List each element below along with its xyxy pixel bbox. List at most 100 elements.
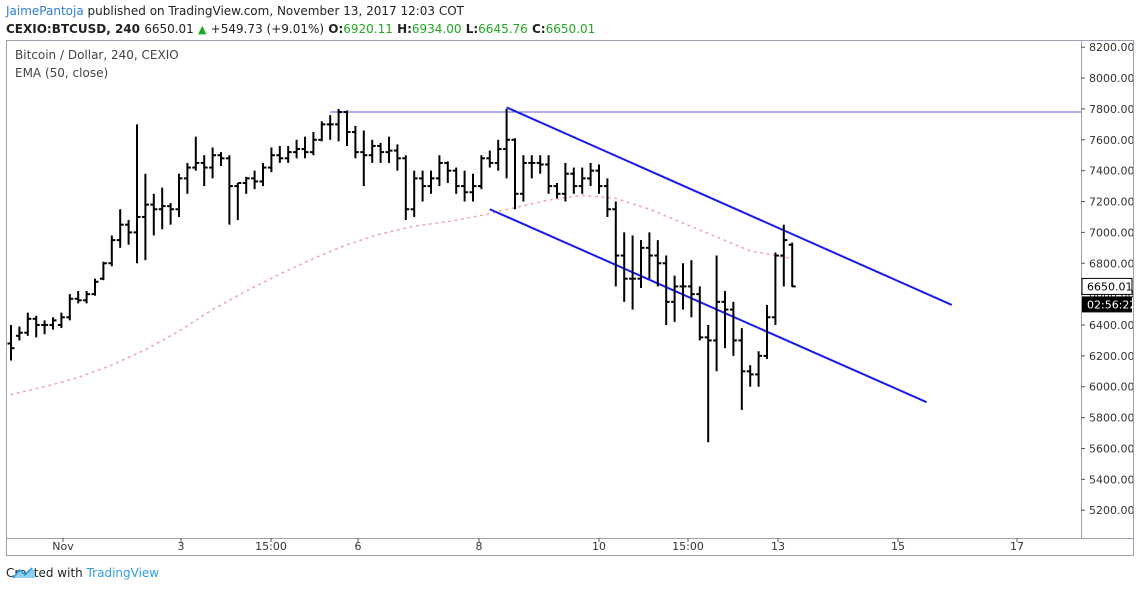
ohlc-bar: [225, 155, 233, 225]
tradingview-link[interactable]: TradingView: [86, 566, 160, 580]
ohlc-bar: [435, 155, 443, 187]
x-tick-label: 3: [178, 540, 185, 553]
y-tick-label: 7000.00: [1089, 226, 1133, 239]
ohlc-bar: [755, 351, 763, 387]
ohlc-bar: [259, 162, 267, 187]
symbol-label: CEXIO:BTCUSD, 240: [6, 22, 140, 36]
y-tick-label: 7600.00: [1089, 134, 1133, 147]
ohlc-bar: [326, 115, 334, 140]
ohlc-bar: [402, 155, 410, 221]
ohlc-bar: [49, 317, 57, 330]
author-link[interactable]: JaimePantoja: [6, 4, 84, 18]
price-tag-box: [1081, 277, 1133, 295]
chart-panel[interactable]: 8200.00 8000.00 7800.00 7600.00 7400.00 7200.…: [6, 40, 1134, 556]
y-tick-label: 5600.00: [1089, 442, 1133, 455]
ohlc-bar: [251, 170, 259, 190]
ohlc-bar: [167, 203, 175, 225]
ohlc-bar: [74, 291, 82, 304]
y-tick-label: 8200.00: [1089, 41, 1133, 54]
header-bar: JaimePantoja published on TradingView.co…: [0, 0, 1139, 40]
x-tick-label: 15:00: [672, 540, 704, 553]
ohlc-bar: [545, 155, 553, 194]
ohlc-bar: [267, 147, 275, 173]
ohlc-bar: [553, 183, 561, 199]
x-tick-label: 8: [476, 540, 483, 553]
ohlc-bar: [141, 173, 149, 261]
ohlc-bar: [360, 130, 368, 187]
ohlc-bar: [335, 108, 343, 142]
y-tick-label: 5800.00: [1089, 412, 1133, 425]
ohlc-bar: [309, 132, 317, 156]
y-tick-label: 7400.00: [1089, 165, 1133, 178]
x-tick-label: 6: [355, 540, 362, 553]
ohlc-bar: [452, 167, 460, 194]
y-tick-label: 5200.00: [1089, 504, 1133, 517]
y-tick-label: 6800.00: [1089, 257, 1133, 270]
high-value: 6934.00: [411, 22, 462, 36]
ohlc-bar: [536, 155, 544, 174]
symbol-summary: CEXIO:BTCUSD, 240 6650.01 ▲ +549.73 (+9.…: [6, 22, 595, 36]
x-tick-label: 15:00: [255, 540, 287, 553]
y-tick-label: 5400.00: [1089, 473, 1133, 486]
legend-entry: EMA (50, close): [15, 66, 108, 80]
price-chart[interactable]: 8200.00 8000.00 7800.00 7600.00 7400.00 7200.…: [7, 41, 1133, 555]
legend-entry: Bitcoin / Dollar, 240, CEXIO: [15, 48, 179, 62]
close-label: C:: [531, 22, 546, 36]
ohlc-bar: [234, 182, 242, 221]
ohlc-bar: [603, 178, 611, 217]
y-tick-label: 7800.00: [1089, 103, 1133, 116]
ohlc-bar: [200, 155, 208, 187]
ohlc-bar: [713, 255, 721, 372]
ohlc-bar: [469, 173, 477, 202]
ohlc-bar: [192, 136, 200, 171]
y-tick-label: 6400.00: [1089, 319, 1133, 332]
x-tick-label: 15: [891, 540, 905, 553]
ohlc-bar: [771, 252, 779, 325]
ohlc-bar: [158, 187, 166, 230]
ohlc-bar: [91, 278, 99, 296]
ohlc-bar: [494, 139, 502, 171]
ohlc-bar: [410, 170, 418, 217]
ohlc-bar: [427, 170, 435, 194]
published-text: published on TradingView.com, November 1…: [87, 4, 464, 18]
ohlc-bar: [587, 162, 595, 187]
low-label: L:: [465, 22, 479, 36]
y-tick-label: 7200.00: [1089, 196, 1133, 209]
ohlc-bar: [284, 145, 292, 163]
ohlc-bar: [746, 365, 754, 387]
ema-line: [10, 194, 794, 396]
ohlc-bar: [503, 108, 511, 179]
ohlc-bar: [385, 136, 393, 163]
countdown-label: 02:56:22: [1087, 298, 1133, 311]
ohlc-bar: [419, 170, 427, 202]
ohlc-bar: [66, 294, 74, 321]
ohlc-bar: [763, 304, 771, 359]
ohlc-bar: [368, 139, 376, 163]
ohlc-bar: [133, 124, 141, 264]
x-tick-label: 13: [771, 540, 785, 553]
last-price: 6650.01: [144, 22, 194, 36]
ohlc-bar: [83, 291, 91, 304]
ohlc-bar: [721, 291, 729, 349]
ohlc-bar: [528, 155, 536, 179]
y-tick-label: 6000.00: [1089, 381, 1133, 394]
ohlc-bar: [671, 275, 679, 322]
ohlc-bar: [343, 110, 351, 146]
ohlc-bar: [150, 193, 158, 236]
low-value: 6645.76: [478, 22, 528, 36]
ohlc-bar: [704, 325, 712, 443]
ohlc-bar: [620, 232, 628, 302]
ohlc-bar: [15, 326, 23, 341]
ohlc-bar: [99, 261, 107, 281]
x-tick-label: Nov: [52, 540, 74, 553]
change-arrow-icon: ▲: [198, 23, 207, 36]
channel-lower-line: [489, 208, 928, 404]
ohlc-bar: [301, 136, 309, 159]
ohlc-bar: [377, 142, 385, 163]
channel-upper-line: [506, 106, 953, 306]
ohlc-bar: [696, 286, 704, 341]
ohlc-bar: [486, 150, 494, 168]
ohlc-bar: [24, 312, 32, 336]
ohlc-bar: [57, 312, 65, 329]
ohlc-bar: [788, 242, 796, 288]
